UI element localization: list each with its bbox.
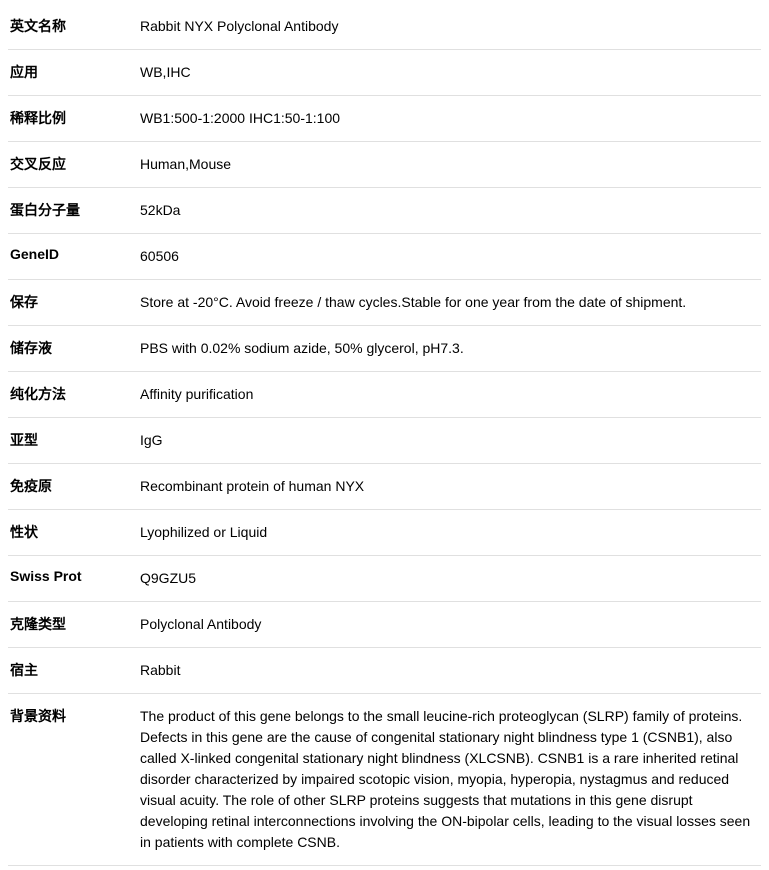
table-row: 交叉反应 Human,Mouse (8, 142, 761, 188)
table-row: 保存 Store at -20°C. Avoid freeze / thaw c… (8, 280, 761, 326)
table-row: 储存液 PBS with 0.02% sodium azide, 50% gly… (8, 326, 761, 372)
spec-value: Lyophilized or Liquid (138, 510, 761, 556)
spec-value: Store at -20°C. Avoid freeze / thaw cycl… (138, 280, 761, 326)
table-row: 应用 WB,IHC (8, 50, 761, 96)
table-row: 亚型 IgG (8, 418, 761, 464)
spec-label: 蛋白分子量 (8, 188, 138, 234)
table-row: 稀释比例 WB1:500-1:2000 IHC1:50-1:100 (8, 96, 761, 142)
spec-table-body: 英文名称 Rabbit NYX Polyclonal Antibody 应用 W… (8, 4, 761, 866)
spec-value: Q9GZU5 (138, 556, 761, 602)
spec-label: 克隆类型 (8, 602, 138, 648)
spec-value: IgG (138, 418, 761, 464)
spec-value: WB1:500-1:2000 IHC1:50-1:100 (138, 96, 761, 142)
spec-label: 宿主 (8, 648, 138, 694)
table-row: 免疫原 Recombinant protein of human NYX (8, 464, 761, 510)
table-row: 蛋白分子量 52kDa (8, 188, 761, 234)
spec-value: WB,IHC (138, 50, 761, 96)
spec-label: 应用 (8, 50, 138, 96)
spec-value: Recombinant protein of human NYX (138, 464, 761, 510)
spec-value: Rabbit NYX Polyclonal Antibody (138, 4, 761, 50)
spec-value: Human,Mouse (138, 142, 761, 188)
spec-value: PBS with 0.02% sodium azide, 50% glycero… (138, 326, 761, 372)
table-row: 性状 Lyophilized or Liquid (8, 510, 761, 556)
spec-value: Affinity purification (138, 372, 761, 418)
spec-label: 性状 (8, 510, 138, 556)
table-row: 宿主 Rabbit (8, 648, 761, 694)
spec-label: 保存 (8, 280, 138, 326)
table-row: 背景资料 The product of this gene belongs to… (8, 694, 761, 866)
spec-label: Swiss Prot (8, 556, 138, 602)
spec-label: 亚型 (8, 418, 138, 464)
spec-label: 交叉反应 (8, 142, 138, 188)
spec-label: 纯化方法 (8, 372, 138, 418)
table-row: 英文名称 Rabbit NYX Polyclonal Antibody (8, 4, 761, 50)
spec-label: 免疫原 (8, 464, 138, 510)
spec-value: The product of this gene belongs to the … (138, 694, 761, 866)
spec-label: 稀释比例 (8, 96, 138, 142)
spec-label: GeneID (8, 234, 138, 280)
table-row: GeneID 60506 (8, 234, 761, 280)
table-row: 克隆类型 Polyclonal Antibody (8, 602, 761, 648)
table-row: Swiss Prot Q9GZU5 (8, 556, 761, 602)
spec-value: Rabbit (138, 648, 761, 694)
spec-label: 背景资料 (8, 694, 138, 866)
spec-label: 储存液 (8, 326, 138, 372)
spec-label: 英文名称 (8, 4, 138, 50)
spec-value: 52kDa (138, 188, 761, 234)
product-spec-table: 英文名称 Rabbit NYX Polyclonal Antibody 应用 W… (8, 4, 761, 866)
spec-value: Polyclonal Antibody (138, 602, 761, 648)
table-row: 纯化方法 Affinity purification (8, 372, 761, 418)
spec-value: 60506 (138, 234, 761, 280)
